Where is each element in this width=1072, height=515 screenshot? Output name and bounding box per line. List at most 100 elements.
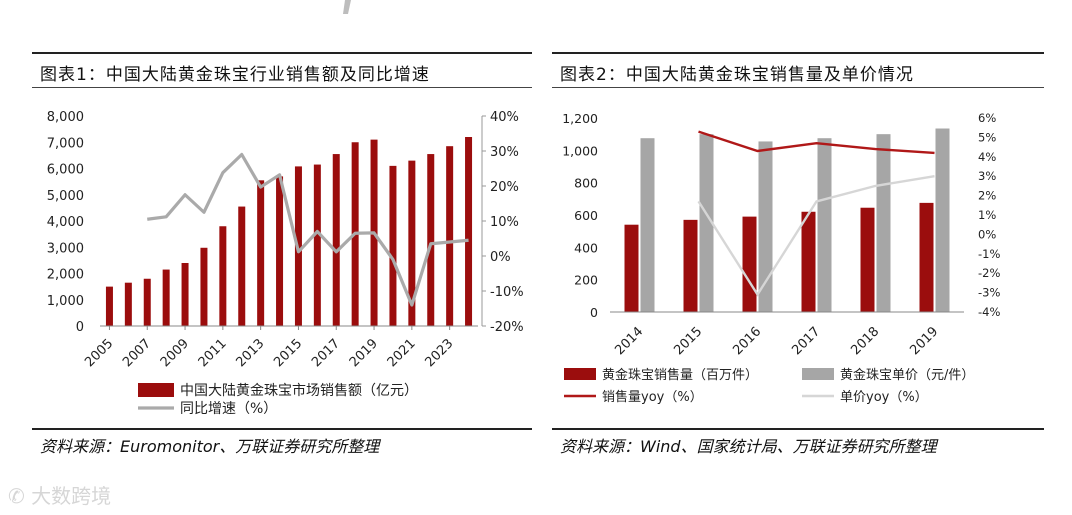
panel1-title: 图表1：中国大陆黄金珠宝行业销售额及同比增速 [40, 65, 430, 85]
legend-label-growth: 同比增速（%） [180, 401, 277, 417]
x-axis-tick-label: 2015 [671, 324, 705, 358]
panel2-top-rule [552, 52, 1044, 54]
right-axis-tick-label: 5% [978, 130, 996, 144]
revenue-bar [408, 160, 416, 326]
volume-bar [624, 224, 639, 312]
left-axis-tick-label: 4,000 [47, 215, 84, 230]
left-axis-tick-label: 1,000 [562, 143, 598, 158]
right-axis-tick-label: 40% [490, 110, 519, 125]
panel1-top-rule [32, 52, 532, 54]
legend-label-volume: 黄金珠宝销售量（百万件） [602, 367, 758, 383]
legend-label-unit-price-yoy: 单价yoy（%） [840, 390, 928, 405]
x-axis-tick-label: 2019 [347, 336, 381, 370]
right-axis-tick-label: -1% [978, 247, 1000, 261]
legend-swatch-revenue [138, 383, 174, 397]
volume-price-chart: 1,200 1,000 800 600 400 200 0 6% 5% 4% 3% 2% 1% 0% -1%… [562, 111, 1000, 405]
watermark-logo: ✆ 大数跨境 [8, 480, 111, 509]
right-axis-tick-label: 3% [978, 169, 996, 183]
volume-bar [742, 216, 757, 312]
unit-price-bar [817, 138, 832, 312]
x-axis-tick-label: 2021 [385, 336, 419, 370]
right-axis-tick-label: -20% [490, 320, 524, 335]
panel2-title-rule [552, 87, 1044, 88]
revenue-bar [181, 263, 189, 326]
right-axis-tick-label: 10% [490, 215, 519, 230]
legend-swatch-unit-price [802, 368, 834, 380]
legend-label-unit-price: 黄金珠宝单价（元/件） [840, 367, 974, 383]
x-axis-tick-label: 2015 [271, 336, 305, 370]
volume-bar [860, 207, 875, 312]
left-axis-tick-label: 0 [590, 305, 598, 320]
revenue-bar [313, 164, 321, 326]
revenue-bar [446, 146, 454, 326]
left-axis-tick-label: 600 [574, 208, 598, 223]
x-axis-tick-label: 2018 [848, 324, 882, 358]
revenue-bar [465, 137, 473, 326]
revenue-bar [105, 286, 113, 326]
right-axis-tick-label: 2% [978, 189, 996, 203]
right-axis-tick-label: -3% [978, 286, 1000, 300]
x-axis-tick-label: 2023 [422, 336, 456, 370]
revenue-bar [124, 282, 132, 326]
panel1-bottom-rule [32, 428, 532, 430]
x-axis-tick-label: 2019 [907, 324, 941, 358]
x-axis-tick-label: 2007 [120, 336, 154, 370]
volume-bar [919, 202, 934, 312]
left-axis-tick-label: 7,000 [47, 136, 84, 151]
left-axis-tick-label: 1,000 [47, 294, 84, 309]
unit-price-bar [935, 128, 950, 312]
left-axis-tick-label: 400 [574, 240, 598, 255]
revenue-bar [257, 180, 265, 326]
panel2-bottom-rule [552, 428, 1044, 430]
revenue-bar [162, 269, 170, 326]
x-axis-tick-label: 2011 [196, 336, 230, 370]
volume-bar [683, 219, 698, 312]
right-axis-tick-label: 0% [490, 250, 511, 265]
left-axis-tick-label: 3,000 [47, 241, 84, 256]
unit-price-bar [640, 138, 655, 312]
revenue-bar [427, 154, 435, 326]
right-axis-tick-label: 20% [490, 180, 519, 195]
x-axis-tick-label: 2009 [158, 336, 192, 370]
volume-yoy-line [698, 130, 935, 155]
right-axis-tick-label: 30% [490, 145, 519, 160]
left-axis-tick-label: 2,000 [47, 268, 84, 283]
watermark-text: 大数跨境 [31, 484, 112, 508]
x-axis-tick-label: 2017 [789, 324, 823, 358]
right-axis-tick-label: 0% [978, 227, 996, 241]
legend-label-volume-yoy: 销售量yoy（%） [602, 389, 703, 405]
unit-price-bar [758, 141, 773, 312]
left-axis-tick-label: 0 [76, 320, 84, 335]
volume-bar [801, 211, 816, 312]
right-axis-tick-label: -2% [978, 266, 1000, 280]
panel2-title: 图表2：中国大陆黄金珠宝销售量及单价情况 [560, 65, 914, 85]
revenue-bar [143, 278, 151, 326]
right-axis-tick-label: -4% [978, 305, 1000, 319]
left-axis-tick-label: 200 [574, 273, 598, 288]
left-axis-tick-label: 5,000 [47, 189, 84, 204]
panel2-source: 资料来源：Wind、国家统计局、万联证券研究所整理 [560, 437, 937, 456]
unit-price-bar [699, 134, 714, 312]
panel1-source: 资料来源：Euromonitor、万联证券研究所整理 [40, 437, 380, 456]
legend-swatch-volume [564, 368, 596, 380]
left-axis-tick-label: 1,200 [562, 111, 598, 126]
x-axis-tick-label: 2017 [309, 336, 343, 370]
revenue-bar [200, 247, 208, 326]
right-axis-tick-label: 6% [978, 111, 996, 125]
x-axis-tick-label: 2005 [82, 336, 116, 370]
unit-price-bar [876, 134, 891, 312]
right-axis-tick-label: 1% [978, 208, 996, 222]
x-axis-tick-label: 2013 [233, 336, 267, 370]
left-axis-tick-label: 800 [574, 176, 598, 191]
right-axis-tick-label: 4% [978, 150, 996, 164]
panel1-title-rule [32, 87, 532, 88]
x-axis-tick-label: 2014 [612, 324, 646, 358]
growth-rate-line [147, 152, 469, 307]
right-axis-tick-label: -10% [490, 285, 524, 300]
revenue-bar [276, 176, 284, 326]
revenue-bar [332, 154, 340, 326]
left-axis-tick-label: 6,000 [47, 163, 84, 178]
top-edge-mark [343, 0, 351, 14]
sales-revenue-chart: 8,000 7,000 6,000 5,000 4,000 3,000 2,000 1,000… [47, 110, 524, 417]
